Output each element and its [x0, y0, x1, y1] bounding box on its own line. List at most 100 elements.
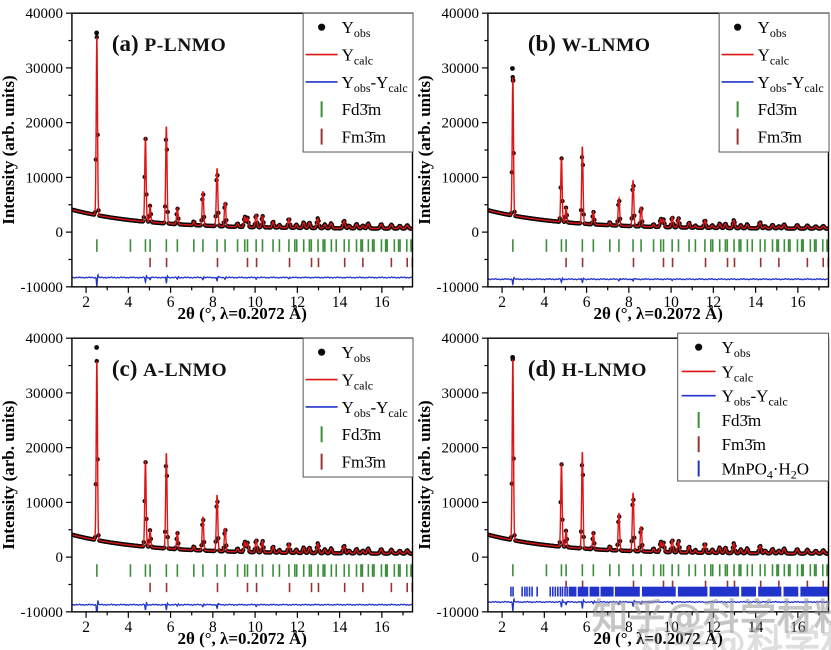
y-tick-label: -10000 [21, 605, 63, 621]
x-tick-label: 16 [790, 619, 806, 636]
ycalc-line [487, 77, 829, 230]
y-tick-label: 20000 [442, 441, 479, 457]
panel-b: 2 4 6 8 10 12 14 16 -10000 0 10000 20000 30000 40000 2… [416, 0, 831, 325]
panel-c-plot: 2 4 6 8 10 12 14 16 -10000 0 10000 20000 30000 40000 2… [0, 325, 415, 650]
ycalc-line [71, 37, 413, 230]
panel-title: (c) A-LNMO [112, 356, 227, 381]
y-tick-label: 10000 [442, 495, 479, 511]
panel-title: (d) H-LNMO [528, 356, 647, 381]
legend: Yobs Ycalc Yobs-Ycalc Fd3̄m Fm3̄m [302, 12, 414, 153]
y-axis-label: Intensity (arb. units) [0, 75, 18, 224]
svg-text:Yobs-Ycalc: Yobs-Ycalc [758, 73, 824, 95]
svg-text:Fd3̄m: Fd3̄m [342, 425, 382, 444]
x-tick-label: 12 [290, 294, 305, 311]
svg-text:MnPO4·H2O: MnPO4·H2O [722, 460, 809, 482]
obs-marker [318, 348, 326, 356]
ydiff-line [487, 597, 829, 612]
y-tick-label: 0 [55, 225, 62, 241]
svg-text:Ycalc: Ycalc [722, 362, 754, 384]
x-tick-label: 16 [790, 294, 806, 311]
bragg-row-fd3m [512, 239, 830, 252]
y-tick-label: -10000 [21, 280, 63, 296]
y-axis-label: Intensity (arb. units) [416, 75, 434, 224]
svg-text:Yobs: Yobs [342, 343, 371, 365]
x-tick-label: 8 [209, 294, 217, 311]
y-tick-label: 10000 [442, 170, 479, 186]
x-tick-label: 14 [332, 294, 348, 311]
x-tick-label: 4 [124, 294, 132, 311]
x-tick-label: 8 [625, 294, 633, 311]
x-tick-label: 4 [540, 619, 548, 636]
svg-text:Fm3̄m: Fm3̄m [722, 435, 766, 454]
x-tick-label: 14 [748, 294, 764, 311]
svg-text:Fd3̄m: Fd3̄m [758, 100, 798, 119]
bragg-row-fm3m [149, 257, 414, 268]
x-tick-label: 8 [209, 619, 217, 636]
x-tick-label: 6 [167, 294, 175, 311]
panel-c: 2 4 6 8 10 12 14 16 -10000 0 10000 20000 30000 40000 2… [0, 325, 415, 650]
ydiff-line [71, 272, 413, 287]
x-axis-label: 2θ (°, λ=0.2072 Å) [178, 629, 307, 648]
obs-marker [734, 23, 742, 31]
svg-text:Fm3̄m: Fm3̄m [758, 128, 802, 147]
y-tick-label: 0 [471, 550, 478, 566]
x-axis-label: 2θ (°, λ=0.2072 Å) [594, 304, 723, 323]
ydiff-line [71, 600, 413, 612]
x-tick-label: 12 [290, 619, 305, 636]
y-tick-label: 0 [471, 225, 478, 241]
x-tick-label: 10 [247, 294, 263, 311]
ydiff-line [487, 276, 829, 286]
x-tick-label: 6 [583, 619, 591, 636]
y-axis-label: Intensity (arb. units) [416, 400, 434, 549]
x-tick-label: 14 [748, 619, 764, 636]
svg-text:Fm3̄m: Fm3̄m [342, 453, 386, 472]
x-tick-label: 12 [706, 294, 721, 311]
panel-d-plot: 2 4 6 8 10 12 14 16 -10000 0 10000 20000 30000 40000 2… [416, 325, 831, 650]
panel-a: 2 4 6 8 10 12 14 16 -10000 0 10000 20000 30000 40000 2… [0, 0, 415, 325]
panel-d: 2 4 6 8 10 12 14 16 -10000 0 10000 20000 30000 40000 2… [416, 325, 831, 650]
y-tick-label: 0 [55, 550, 62, 566]
panel-b-plot: 2 4 6 8 10 12 14 16 -10000 0 10000 20000 30000 40000 2… [416, 0, 831, 325]
svg-text:Ycalc: Ycalc [758, 46, 790, 68]
svg-text:Yobs-Ycalc: Yobs-Ycalc [342, 398, 408, 420]
svg-text:Yobs-Ycalc: Yobs-Ycalc [722, 387, 788, 409]
y-tick-label: 30000 [442, 386, 479, 402]
panel-a-plot: 2 4 6 8 10 12 14 16 -10000 0 10000 20000 30000 40000 2… [0, 0, 415, 325]
x-tick-label: 2 [82, 294, 90, 311]
y-tick-label: 40000 [442, 6, 479, 22]
y-tick-label: 20000 [26, 441, 63, 457]
svg-text:Yobs: Yobs [722, 338, 751, 360]
y-tick-label: 40000 [442, 331, 479, 347]
legend: Yobs Ycalc Yobs-Ycalc Fd3̄m Fm3̄m [718, 12, 830, 153]
x-tick-label: 16 [374, 619, 390, 636]
y-tick-label: 30000 [26, 386, 63, 402]
y-tick-label: 10000 [26, 170, 63, 186]
y-tick-label: 30000 [26, 61, 63, 77]
x-tick-label: 4 [124, 619, 132, 636]
y-axis-label: Intensity (arb. units) [0, 400, 18, 549]
obs-marker [695, 343, 703, 351]
y-tick-label: 20000 [442, 116, 479, 132]
x-tick-label: 6 [167, 619, 175, 636]
bragg-row-mnpo4 [510, 586, 829, 597]
x-tick-label: 16 [374, 294, 390, 311]
panel-title: (b) W-LNMO [528, 31, 651, 56]
bragg-row-fd3m [512, 564, 830, 577]
y-tick-label: 10000 [26, 495, 63, 511]
x-tick-label: 6 [583, 294, 591, 311]
svg-text:Fd3̄m: Fd3̄m [342, 100, 382, 119]
x-tick-label: 2 [498, 294, 506, 311]
x-axis-label: 2θ (°, λ=0.2072 Å) [178, 304, 307, 323]
y-tick-label: 40000 [26, 331, 63, 347]
x-tick-label: 12 [706, 619, 721, 636]
x-tick-label: 10 [663, 619, 679, 636]
svg-text:Yobs: Yobs [342, 18, 371, 40]
ycalc-line [71, 361, 413, 555]
x-tick-label: 14 [332, 619, 348, 636]
svg-text:Fd3̄m: Fd3̄m [722, 411, 762, 430]
y-tick-label: -10000 [437, 280, 479, 296]
y-tick-label: -10000 [437, 605, 479, 621]
x-tick-label: 10 [663, 294, 679, 311]
